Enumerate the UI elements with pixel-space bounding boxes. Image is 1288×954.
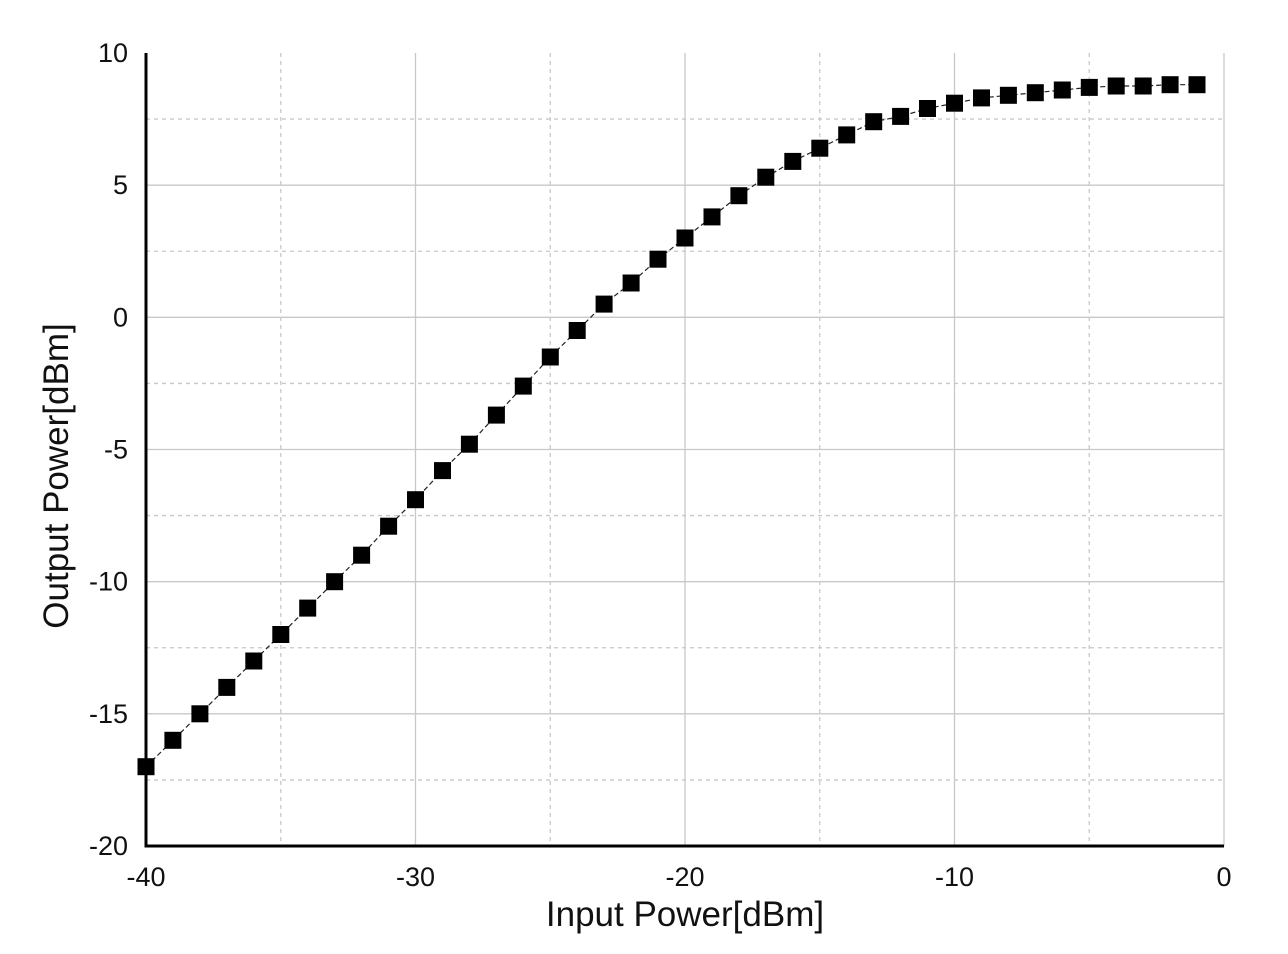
- data-point-marker: [649, 250, 667, 268]
- data-point-marker: [407, 491, 424, 509]
- data-point-marker: [272, 626, 290, 643]
- y-tick-label: -15: [89, 699, 128, 729]
- data-point-marker: [487, 406, 505, 424]
- y-tick-label: -5: [104, 435, 128, 465]
- data-point-marker: [784, 152, 802, 170]
- data-point-marker: [622, 274, 640, 292]
- data-point-marker: [973, 89, 990, 107]
- data-point-marker: [353, 546, 371, 564]
- x-tick-label: -40: [126, 862, 165, 892]
- data-point-marker: [568, 322, 586, 339]
- data-point-marker: [191, 705, 209, 723]
- data-point-marker: [703, 208, 721, 226]
- data-point-marker: [865, 113, 883, 131]
- y-tick-label: 5: [113, 170, 128, 200]
- grid-layer: [146, 53, 1225, 846]
- data-point-marker: [676, 229, 694, 247]
- y-axis-title: Output Power[dBm]: [37, 323, 76, 628]
- series-connector-line: [145, 84, 1197, 768]
- connector-layer: [145, 84, 1197, 768]
- data-point-marker: [164, 731, 182, 749]
- marker-layer: [137, 76, 1206, 776]
- x-tick-label: -30: [396, 862, 435, 892]
- x-tick-label: -10: [935, 862, 974, 892]
- data-point-marker: [946, 94, 963, 112]
- data-point-marker: [1188, 76, 1206, 94]
- data-point-marker: [326, 573, 344, 591]
- x-tick-label: -20: [665, 862, 704, 892]
- data-point-marker: [541, 348, 559, 366]
- data-point-marker: [919, 100, 936, 117]
- data-point-marker: [137, 758, 155, 776]
- data-point-marker: [1161, 76, 1179, 94]
- data-point-marker: [1107, 77, 1125, 95]
- data-point-marker: [1080, 78, 1098, 96]
- y-tick-label: -20: [89, 831, 128, 861]
- x-tick-label: 0: [1216, 862, 1231, 892]
- data-point-marker: [1134, 77, 1152, 95]
- data-point-marker: [380, 517, 398, 535]
- data-point-marker: [1053, 81, 1071, 99]
- y-tick-label: 0: [113, 302, 128, 332]
- y-tick-label: -10: [89, 567, 128, 597]
- axis-layer: [144, 53, 1224, 848]
- data-point-marker: [514, 377, 532, 395]
- data-point-marker: [1026, 84, 1044, 102]
- data-point-marker: [245, 652, 263, 670]
- data-point-marker: [838, 126, 856, 144]
- data-point-marker: [299, 599, 317, 617]
- data-point-marker: [434, 462, 451, 480]
- tick-label-layer: -40 -30 -20 -10 0 -20 -15 -10 -5 0 5 10: [89, 38, 1232, 892]
- data-point-marker: [999, 86, 1017, 104]
- data-point-marker: [730, 187, 748, 205]
- data-point-marker: [892, 107, 910, 125]
- x-axis-title: Input Power[dBm]: [546, 895, 824, 934]
- data-point-marker: [757, 168, 775, 186]
- data-point-marker: [460, 435, 478, 453]
- data-point-marker: [218, 678, 236, 696]
- y-tick-label: 10: [98, 38, 128, 68]
- data-point-marker: [811, 139, 829, 157]
- data-point-marker: [595, 295, 613, 313]
